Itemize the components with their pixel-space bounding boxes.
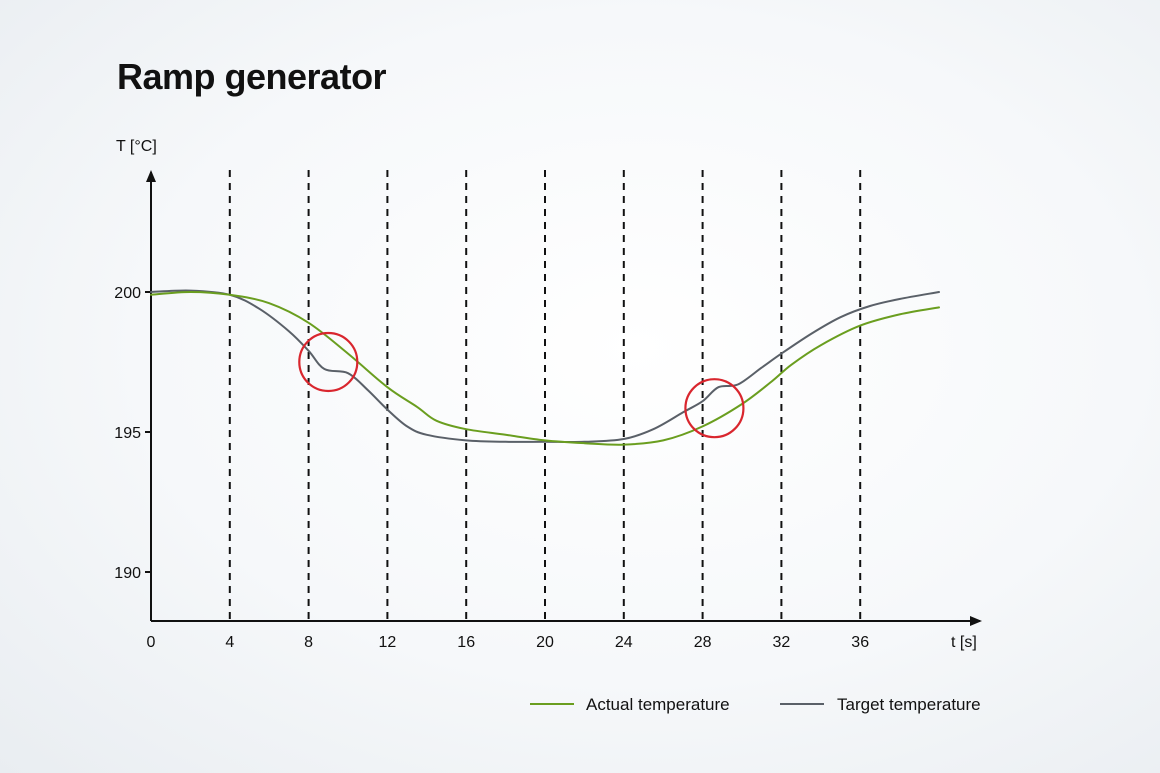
x-tick-label-12: 12	[379, 634, 397, 651]
x-tick-label-32: 32	[773, 634, 791, 651]
highlight-circle-1	[298, 331, 359, 393]
x-tick-label-8: 8	[304, 634, 313, 651]
x-axis-label: t [s]	[951, 634, 977, 651]
y-tick-label-195: 195	[114, 425, 141, 442]
y-tick-label-190: 190	[114, 565, 141, 582]
y-axis-label: T [°C]	[116, 138, 157, 155]
x-tick-label-36: 36	[851, 634, 869, 651]
legend-label-target-temperature: Target temperature	[837, 695, 981, 714]
x-tick-label-24: 24	[615, 634, 633, 651]
series-line-actual-temperature	[150, 291, 940, 446]
x-tick-label-20: 20	[536, 634, 554, 651]
y-tick-label-200: 200	[114, 285, 141, 302]
highlight-circle-2	[684, 378, 745, 439]
x-tick-label-16: 16	[457, 634, 475, 651]
x-tick-label-0: 0	[147, 634, 156, 651]
x-tick-label-4: 4	[225, 634, 234, 651]
legend-label-actual-temperature: Actual temperature	[586, 695, 730, 714]
x-tick-label-28: 28	[694, 634, 712, 651]
chart-title: Ramp generator	[117, 56, 387, 97]
